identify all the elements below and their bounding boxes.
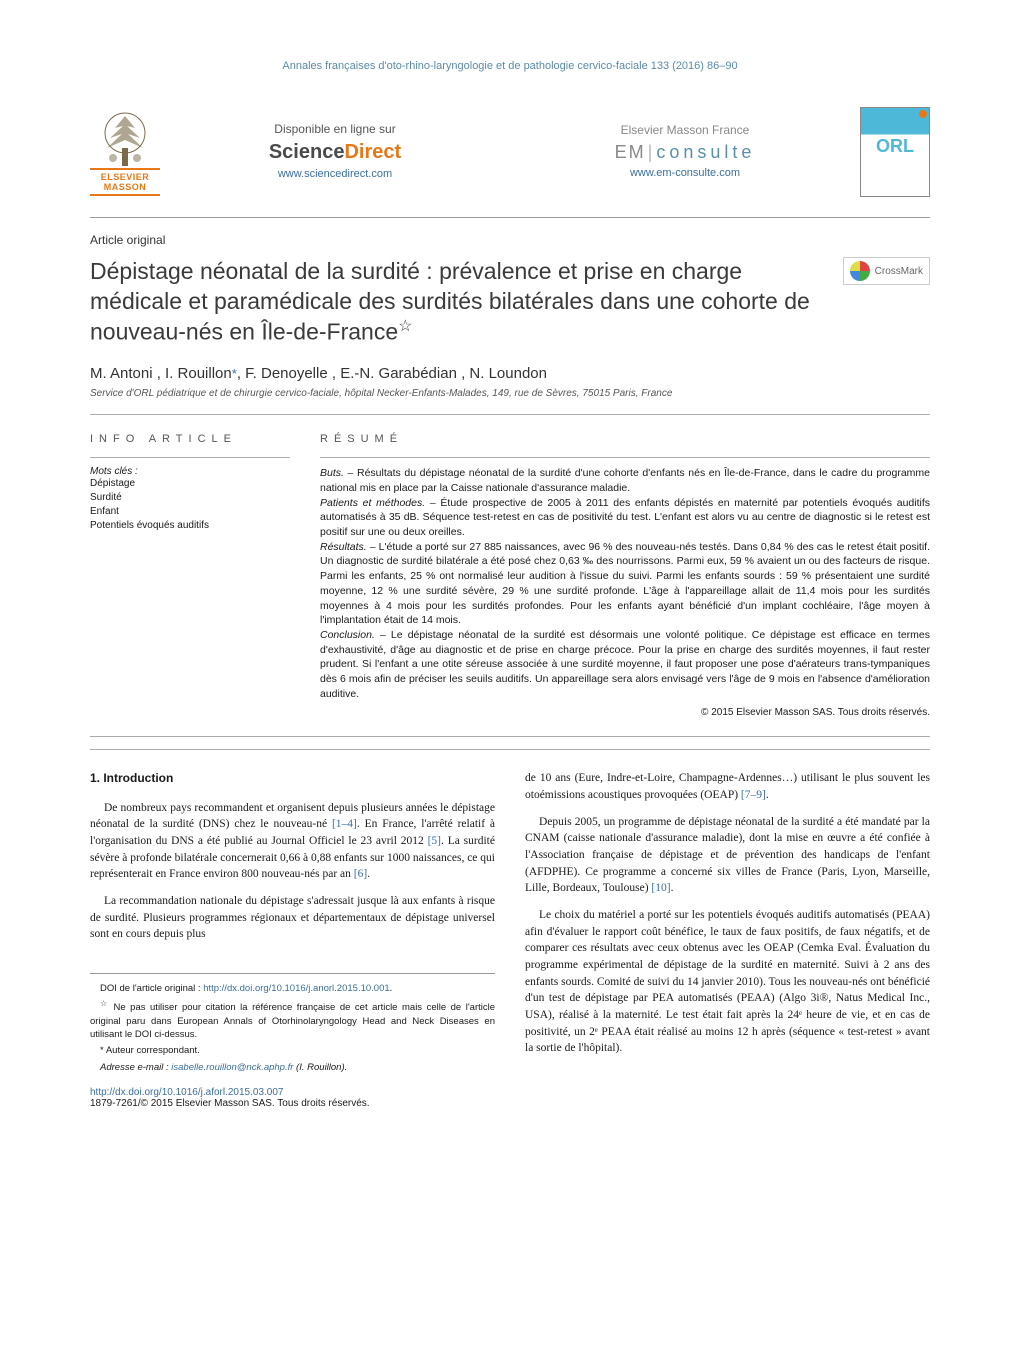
- body-column-right: de 10 ans (Eure, Indre-et-Loire, Champag…: [525, 770, 930, 1077]
- email-link[interactable]: isabelle.rouillon@nck.aphp.fr: [171, 1062, 293, 1073]
- reference-link[interactable]: [10]: [651, 882, 670, 894]
- info-abstract-row: info article Mots clés : Dépistage Surdi…: [90, 414, 930, 737]
- abstract-text: Buts. – Résultats du dépistage néonatal …: [320, 466, 930, 701]
- title-row: Dépistage néonatal de la surdité : préva…: [90, 257, 930, 347]
- article-doi-link[interactable]: http://dx.doi.org/10.1016/j.aforl.2015.0…: [90, 1087, 283, 1098]
- sciencedirect-block: Disponible en ligne sur ScienceDirect ww…: [160, 122, 510, 182]
- reference-link[interactable]: [6]: [354, 868, 367, 880]
- bottom-doi: http://dx.doi.org/10.1016/j.aforl.2015.0…: [90, 1087, 930, 1098]
- footnote-corresponding: * Auteur correspondant.: [90, 1044, 495, 1057]
- keyword: Potentiels évoqués auditifs: [90, 519, 290, 533]
- abstract-heading: résumé: [320, 433, 930, 445]
- emconsulte-link[interactable]: www.em-consulte.com: [630, 167, 740, 179]
- running-header: Annales françaises d'oto-rhino-laryngolo…: [90, 60, 930, 72]
- title-text: Dépistage néonatal de la surdité : préva…: [90, 258, 810, 344]
- emconsulte-logo: EM|consulte: [510, 142, 860, 163]
- available-online-label: Disponible en ligne sur: [160, 122, 510, 136]
- buts-label: Buts. –: [320, 467, 353, 479]
- journal-cover-text: ORL: [861, 136, 929, 157]
- body-paragraph: La recommandation nationale du dépistage…: [90, 893, 495, 943]
- body-text: .: [766, 789, 769, 801]
- authors-rest: , F. Denoyelle , E.-N. Garabédian , N. L…: [237, 365, 547, 382]
- footnotes: DOI de l'article original : http://dx.do…: [90, 973, 495, 1074]
- doi-original-link[interactable]: http://dx.doi.org/10.1016/j.anorl.2015.1…: [203, 983, 389, 994]
- reference-link[interactable]: [5]: [428, 835, 441, 847]
- doi-label: DOI de l'article original :: [100, 983, 203, 994]
- body-column-left: 1. Introduction De nombreux pays recomma…: [90, 770, 495, 1077]
- resultats-label: Résultats. –: [320, 541, 376, 553]
- info-column: info article Mots clés : Dépistage Surdi…: [90, 433, 290, 718]
- resultats-text: L'étude a porté sur 27 885 naissances, a…: [320, 541, 930, 626]
- body-paragraph: De nombreux pays recommandent et organis…: [90, 800, 495, 883]
- note-star-icon: ☆: [100, 999, 109, 1008]
- em-text: EM: [615, 142, 646, 162]
- footnote-email: Adresse e-mail : isabelle.rouillon@nck.a…: [90, 1061, 495, 1074]
- sciencedirect-science: Science: [269, 141, 345, 163]
- title-star-icon: ☆: [398, 318, 412, 335]
- body-text: .: [367, 868, 370, 880]
- conclusion-text: Le dépistage néonatal de la surdité est …: [320, 629, 930, 700]
- email-label: Adresse e-mail :: [100, 1062, 171, 1073]
- abstract-copyright: © 2015 Elsevier Masson SAS. Tous droits …: [320, 707, 930, 718]
- emconsulte-block: Elsevier Masson France EM|consulte www.e…: [510, 123, 860, 181]
- keyword: Enfant: [90, 505, 290, 519]
- top-banner: ELSEVIER MASSON Disponible en ligne sur …: [90, 97, 930, 207]
- doi-suffix: .: [390, 983, 393, 994]
- bottom-copyright: 1879-7261/© 2015 Elsevier Masson SAS. To…: [90, 1098, 930, 1109]
- reference-link[interactable]: [1–4]: [332, 818, 357, 830]
- info-heading: info article: [90, 433, 290, 445]
- article-type: Article original: [90, 233, 930, 247]
- elsevier-masson-france-label: Elsevier Masson France: [510, 123, 860, 137]
- elsevier-tree-icon: [95, 108, 155, 168]
- abstract-column: résumé Buts. – Résultats du dépistage né…: [320, 433, 930, 718]
- body-paragraph: Depuis 2005, un programme de dépistage n…: [525, 814, 930, 897]
- patients-label: Patients et méthodes. –: [320, 497, 436, 509]
- body-columns: 1. Introduction De nombreux pays recomma…: [90, 770, 930, 1077]
- body-paragraph: Le choix du matériel a porté sur les pot…: [525, 907, 930, 1057]
- note-text: Ne pas utiliser pour citation la référen…: [90, 1003, 495, 1041]
- buts-text: Résultats du dépistage néonatal de la su…: [320, 467, 930, 494]
- reference-link[interactable]: [7–9]: [741, 789, 766, 801]
- affiliation: Service d'ORL pédiatrique et de chirurgi…: [90, 388, 930, 399]
- body-paragraph: de 10 ans (Eure, Indre-et-Loire, Champag…: [525, 770, 930, 803]
- corr-label: Auteur correspondant.: [104, 1045, 200, 1056]
- keywords-label: Mots clés :: [90, 466, 290, 477]
- abstract-divider: [320, 457, 930, 458]
- body-divider: [90, 749, 930, 750]
- journal-cover: ORL: [860, 107, 930, 197]
- keyword: Dépistage: [90, 477, 290, 491]
- keyword: Surdité: [90, 491, 290, 505]
- article-title: Dépistage néonatal de la surdité : préva…: [90, 257, 830, 347]
- authors: M. Antoni , I. Rouillon*, F. Denoyelle ,…: [90, 365, 930, 382]
- authors-first: M. Antoni , I. Rouillon: [90, 365, 232, 382]
- publisher-label: ELSEVIER MASSON: [90, 168, 160, 196]
- sciencedirect-link[interactable]: www.sciencedirect.com: [278, 168, 392, 180]
- crossmark-badge[interactable]: CrossMark: [843, 257, 930, 285]
- keywords-list: Dépistage Surdité Enfant Potentiels évoq…: [90, 477, 290, 533]
- crossmark-label: CrossMark: [875, 266, 923, 277]
- section-1-heading: 1. Introduction: [90, 770, 495, 787]
- email-author: (I. Rouillon).: [293, 1062, 347, 1073]
- conclusion-label: Conclusion. –: [320, 629, 386, 641]
- sciencedirect-direct: Direct: [344, 141, 401, 163]
- cover-dot-icon: [919, 110, 927, 118]
- consulte-text: consulte: [656, 142, 755, 162]
- divider: [90, 217, 930, 218]
- footnote-citation-note: ☆ Ne pas utiliser pour citation la référ…: [90, 998, 495, 1041]
- publisher-logo: ELSEVIER MASSON: [90, 107, 160, 197]
- footnote-doi: DOI de l'article original : http://dx.do…: [90, 982, 495, 995]
- body-text: .: [671, 882, 674, 894]
- crossmark-icon: [850, 261, 870, 281]
- body-text: de 10 ans (Eure, Indre-et-Loire, Champag…: [525, 772, 930, 801]
- info-divider: [90, 457, 290, 458]
- body-text: Depuis 2005, un programme de dépistage n…: [525, 816, 930, 895]
- em-divider-icon: |: [648, 142, 655, 162]
- sciencedirect-logo: ScienceDirect: [160, 141, 510, 164]
